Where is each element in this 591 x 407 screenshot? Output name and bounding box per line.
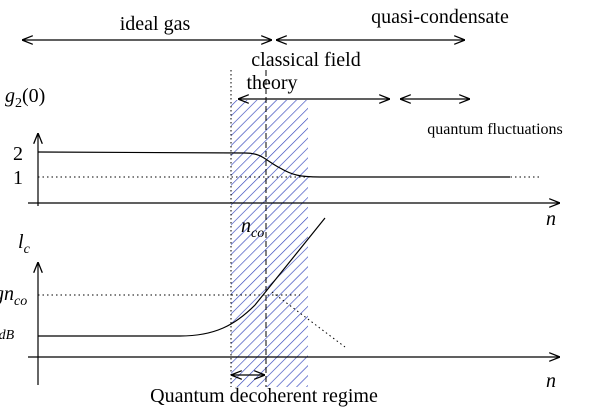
tick-label: 2 [13,143,23,165]
tick-label: gnco [0,283,27,309]
marker-label: nco [241,215,264,241]
y-label: g2(0) [5,85,45,111]
x-label: n [546,208,556,230]
dotted-curve [271,291,346,348]
region-label: quantum fluctuations [427,121,563,138]
region-label: classical field [251,49,360,71]
region-label: Quantum decoherent regime [150,385,378,407]
x-label: n [546,370,556,392]
region-label: theory [246,72,297,94]
region-label: quasi-condensate [371,6,509,28]
region-label: ideal gas [120,13,191,35]
hatched-band [231,100,308,387]
curve [38,217,326,337]
curve [37,151,510,178]
tick-label: 1 [13,167,23,189]
tick-label: λdB [0,317,15,343]
y-label: lc [18,231,31,257]
